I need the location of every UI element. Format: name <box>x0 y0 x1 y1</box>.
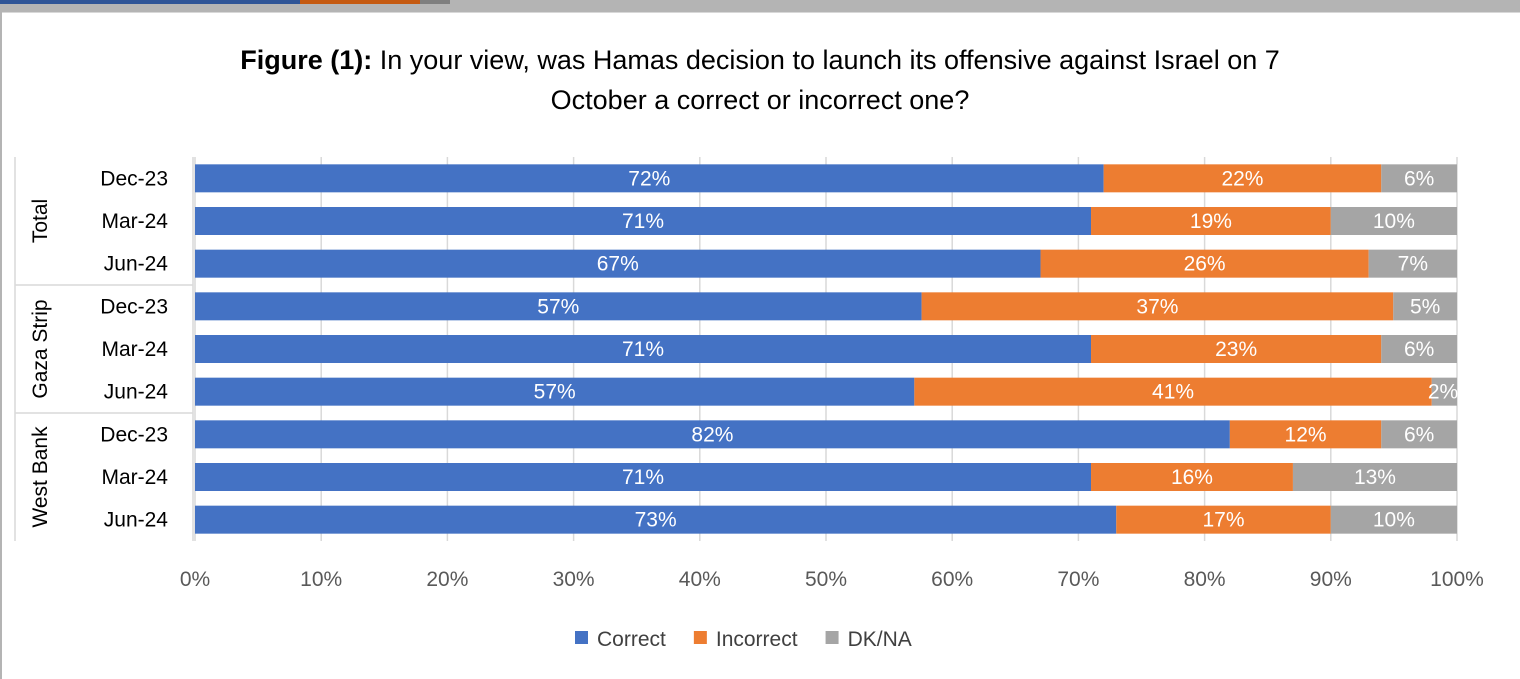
category-label: Dec-23 <box>100 423 168 446</box>
data-label: 26% <box>1184 253 1226 276</box>
bar-correct <box>195 377 915 406</box>
bar-incorrect <box>1040 249 1369 278</box>
category-label: Jun-24 <box>104 381 169 404</box>
x-tick-label: 10% <box>300 568 342 591</box>
bar-dkna <box>1381 420 1457 449</box>
category-label: Dec-23 <box>100 167 168 190</box>
data-label: 67% <box>597 253 639 276</box>
legend-swatch <box>575 631 588 644</box>
group-label: Total <box>29 199 52 243</box>
bar-correct <box>195 463 1092 491</box>
title-line-1: In your view, was Hamas decision to laun… <box>379 45 1280 75</box>
data-label: 71% <box>622 466 664 489</box>
bar-dkna <box>1330 505 1457 534</box>
legend-swatch <box>825 631 839 644</box>
category-label: Mar-24 <box>101 210 168 233</box>
x-tick-label: 80% <box>1184 568 1226 591</box>
bar-dkna <box>1330 207 1457 235</box>
data-label: 71% <box>622 210 664 233</box>
bar-dkna <box>1292 463 1457 491</box>
bar-incorrect <box>1116 505 1331 534</box>
legend-label: Incorrect <box>716 628 798 651</box>
bar-incorrect <box>1091 335 1382 363</box>
bar-dkna <box>1381 164 1457 193</box>
data-label: 17% <box>1203 509 1245 532</box>
x-tick-label: 0% <box>180 568 210 591</box>
x-tick-label: 90% <box>1310 568 1352 591</box>
data-label: 10% <box>1373 509 1415 532</box>
data-label: 72% <box>628 167 670 190</box>
x-tick-label: 30% <box>553 568 595 591</box>
title-line-2: October a correct or incorrect one? <box>550 85 970 115</box>
bar-incorrect <box>1091 463 1293 491</box>
data-label: 16% <box>1171 466 1213 489</box>
bar-incorrect <box>1229 420 1382 449</box>
group-label: West Bank <box>29 426 52 528</box>
bar-correct <box>195 164 1104 193</box>
legend-swatch <box>693 631 707 644</box>
data-label: 22% <box>1221 167 1263 190</box>
background-bar <box>300 0 420 4</box>
data-label: 5% <box>1410 295 1440 318</box>
data-label: 37% <box>1136 295 1178 318</box>
bar-incorrect <box>1091 207 1331 235</box>
x-tick-label: 60% <box>931 568 973 591</box>
bar-incorrect <box>914 377 1432 406</box>
bar-dkna <box>1368 249 1457 278</box>
x-tick-label: 100% <box>1430 568 1484 591</box>
data-label: 6% <box>1404 423 1434 446</box>
data-label: 73% <box>635 509 677 532</box>
data-label: 10% <box>1373 210 1415 233</box>
bar-dkna <box>1431 377 1457 406</box>
legend-label: DK/NA <box>848 628 912 651</box>
background-bar <box>420 0 450 4</box>
bar-correct <box>195 207 1092 235</box>
bar-incorrect <box>1103 164 1382 193</box>
x-tick-label: 20% <box>426 568 468 591</box>
data-label: 82% <box>691 423 733 446</box>
bar-correct <box>195 249 1041 278</box>
bar-correct <box>195 292 922 321</box>
data-label: 2% <box>1428 381 1458 404</box>
x-tick-label: 40% <box>679 568 721 591</box>
data-label: 57% <box>537 295 579 318</box>
category-label: Dec-23 <box>100 295 168 318</box>
data-label: 23% <box>1215 338 1257 361</box>
category-label: Mar-24 <box>101 466 168 489</box>
category-label: Jun-24 <box>104 509 169 532</box>
bar-correct <box>195 505 1117 534</box>
data-label: 7% <box>1398 253 1428 276</box>
data-label: 6% <box>1404 338 1434 361</box>
title-prefix: Figure (1): <box>240 45 373 75</box>
data-label: 12% <box>1285 423 1327 446</box>
bar-correct <box>195 420 1230 449</box>
category-label: Mar-24 <box>101 338 168 361</box>
data-label: 57% <box>534 381 576 404</box>
bar-dkna <box>1393 292 1457 321</box>
x-tick-label: 70% <box>1057 568 1099 591</box>
bar-incorrect <box>921 292 1394 321</box>
category-label: Jun-24 <box>104 253 169 276</box>
data-label: 13% <box>1354 466 1396 489</box>
data-label: 71% <box>622 338 664 361</box>
data-label: 19% <box>1190 210 1232 233</box>
data-label: 6% <box>1404 167 1434 190</box>
background-bar <box>0 0 300 4</box>
x-tick-label: 50% <box>805 568 847 591</box>
bar-correct <box>195 335 1092 363</box>
data-label: 41% <box>1152 381 1194 404</box>
bar-dkna <box>1381 335 1457 363</box>
chart-title: Figure (1): In your view, was Hamas deci… <box>0 40 1520 120</box>
legend-label: Correct <box>597 628 666 651</box>
group-label: Gaza Strip <box>29 299 52 398</box>
